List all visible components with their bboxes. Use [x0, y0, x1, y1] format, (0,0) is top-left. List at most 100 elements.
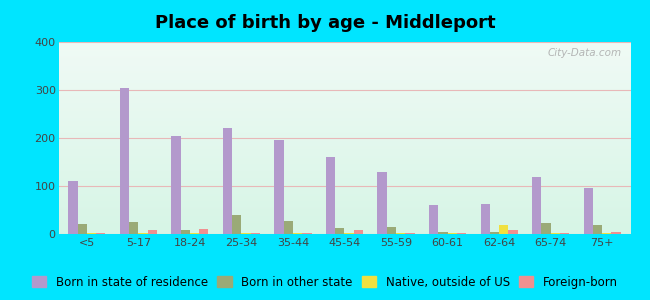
- Bar: [58, 66, 630, 67]
- Bar: [58, 104, 630, 105]
- Bar: [429, 205, 438, 234]
- Bar: [58, 112, 630, 113]
- Bar: [58, 106, 630, 107]
- Bar: [58, 85, 630, 86]
- Bar: [58, 132, 630, 133]
- Bar: [58, 135, 630, 136]
- Bar: [490, 232, 499, 234]
- Bar: [58, 167, 630, 168]
- Bar: [58, 70, 630, 71]
- Bar: [58, 124, 630, 125]
- Bar: [58, 199, 630, 200]
- Bar: [58, 116, 630, 117]
- Bar: [58, 131, 630, 132]
- Bar: [532, 177, 541, 234]
- Bar: [58, 189, 630, 190]
- Bar: [58, 233, 630, 234]
- Bar: [58, 156, 630, 157]
- Bar: [138, 232, 148, 234]
- Bar: [58, 89, 630, 90]
- Bar: [58, 192, 630, 193]
- Bar: [77, 224, 87, 234]
- Bar: [438, 232, 448, 234]
- Bar: [58, 227, 630, 228]
- Bar: [96, 232, 105, 234]
- Bar: [58, 210, 630, 211]
- Bar: [58, 45, 630, 46]
- Bar: [58, 165, 630, 166]
- Bar: [448, 232, 457, 234]
- Bar: [58, 170, 630, 171]
- Bar: [274, 140, 283, 234]
- Bar: [58, 101, 630, 103]
- Bar: [190, 232, 199, 234]
- Bar: [58, 181, 630, 182]
- Bar: [58, 128, 630, 129]
- Text: City-Data.com: City-Data.com: [548, 48, 622, 58]
- Bar: [58, 55, 630, 56]
- Bar: [58, 187, 630, 188]
- Bar: [58, 142, 630, 143]
- Bar: [58, 83, 630, 84]
- Bar: [58, 77, 630, 79]
- Bar: [58, 42, 630, 43]
- Bar: [58, 47, 630, 48]
- Bar: [58, 113, 630, 114]
- Bar: [58, 208, 630, 209]
- Bar: [58, 100, 630, 101]
- Bar: [58, 161, 630, 162]
- Bar: [541, 224, 551, 234]
- Bar: [58, 144, 630, 145]
- Bar: [58, 107, 630, 108]
- Bar: [58, 44, 630, 45]
- Bar: [58, 219, 630, 220]
- Bar: [58, 166, 630, 167]
- Bar: [58, 50, 630, 51]
- Bar: [58, 114, 630, 115]
- Bar: [58, 155, 630, 156]
- Bar: [58, 52, 630, 53]
- Bar: [58, 175, 630, 176]
- Bar: [58, 190, 630, 191]
- Bar: [58, 119, 630, 120]
- Bar: [58, 154, 630, 155]
- Bar: [58, 229, 630, 230]
- Bar: [58, 121, 630, 122]
- Bar: [58, 140, 630, 141]
- Bar: [120, 88, 129, 234]
- Bar: [58, 186, 630, 187]
- Bar: [612, 232, 621, 234]
- Bar: [58, 64, 630, 65]
- Bar: [58, 204, 630, 205]
- Bar: [58, 138, 630, 139]
- Bar: [378, 172, 387, 234]
- Bar: [58, 56, 630, 57]
- Bar: [58, 53, 630, 55]
- Bar: [58, 75, 630, 76]
- Bar: [58, 213, 630, 214]
- Bar: [58, 127, 630, 128]
- Bar: [58, 183, 630, 184]
- Bar: [68, 181, 77, 234]
- Bar: [223, 128, 232, 234]
- Bar: [58, 162, 630, 163]
- Bar: [58, 157, 630, 158]
- Bar: [58, 73, 630, 74]
- Bar: [326, 157, 335, 234]
- Bar: [58, 91, 630, 92]
- Bar: [58, 62, 630, 63]
- Bar: [58, 218, 630, 219]
- Bar: [58, 194, 630, 195]
- Bar: [58, 214, 630, 215]
- Bar: [480, 204, 490, 234]
- Bar: [58, 180, 630, 181]
- Bar: [58, 98, 630, 99]
- Bar: [58, 228, 630, 229]
- Bar: [58, 118, 630, 119]
- Bar: [58, 84, 630, 85]
- Bar: [593, 225, 602, 234]
- Bar: [396, 232, 406, 234]
- Bar: [499, 225, 508, 234]
- Bar: [251, 232, 260, 234]
- Bar: [58, 134, 630, 135]
